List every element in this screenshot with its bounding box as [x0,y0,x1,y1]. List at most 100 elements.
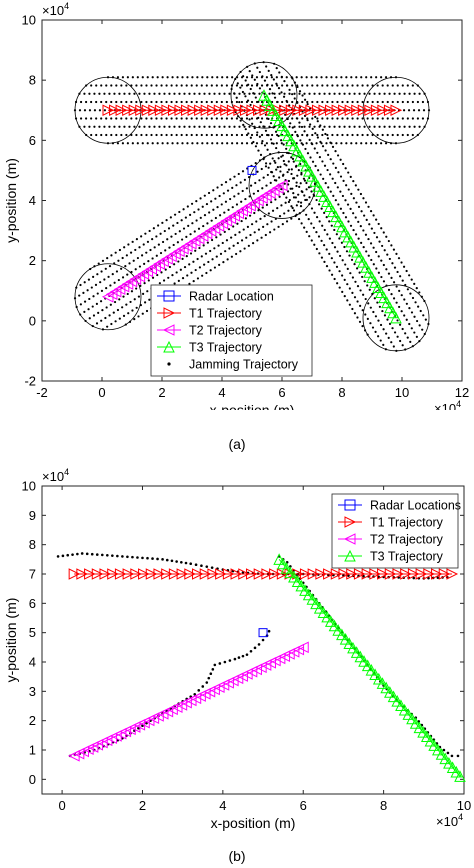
a-jamming-point [227,208,230,211]
a-jamming-point [267,134,270,137]
a-jamming-point [193,230,196,233]
a-jamming-point [353,296,357,299]
a-jamming-point [355,76,358,79]
b-x-axis-label: x-position (m) [211,815,296,831]
a-jamming-point [191,142,194,145]
a-jamming-point [397,257,401,260]
a-jamming-point [311,117,314,120]
a-jamming-point [401,100,404,104]
a-jamming-point [113,92,116,95]
a-jamming-point [173,213,177,216]
a-jamming-point [401,279,404,282]
a-jamming-point [351,100,354,104]
a-jamming-point [281,100,284,104]
a-jamming-point [386,100,389,104]
a-jamming-point [275,146,278,150]
a-jamming-point [379,339,382,342]
a-jamming-point [83,125,86,128]
a-jamming-point [325,265,329,268]
a-jamming-point [254,145,258,148]
a-jamming-point [383,92,386,95]
a-jamming-point [285,164,288,167]
a-series-marker [220,104,232,117]
a-jamming-point [182,208,185,211]
a-jamming-point [134,248,137,252]
a-jamming-point [328,237,331,240]
b-series-marker [336,628,348,641]
a-jamming-point [84,319,87,323]
b-series-marker [402,708,415,720]
a-jamming-point [112,311,115,314]
a-jamming-point [323,211,326,214]
a-jamming-point [270,220,273,223]
a-jamming-point [371,292,374,296]
a-jamming-point [239,119,242,122]
a-jamming-point [416,133,419,137]
a-jamming-point [192,280,195,283]
a-jamming-point [353,263,356,266]
a-jamming-point [377,335,380,338]
a-jamming-point [315,142,318,145]
a-jamming-point [273,92,276,95]
a-jamming-point [422,109,426,112]
a-jamming-point [298,121,301,124]
a-jamming-point [410,311,414,314]
a-jamming-point [215,133,218,137]
b-jamming-point [223,660,227,664]
a-jamming-point [75,286,78,289]
a-jamming-point [206,76,209,79]
a-jamming-point [375,142,378,145]
a-jamming-point [415,319,419,323]
a-jamming-point [190,202,194,205]
a-jamming-point [163,92,166,95]
b-jamming-point [151,557,154,560]
a-jamming-point [209,249,212,253]
a-jamming-point [126,76,129,79]
a-jamming-point [292,160,295,163]
b-series-marker [222,568,235,580]
a-jamming-point [361,275,364,279]
a-x-tick-label: 2 [158,385,165,400]
a-jamming-point [353,92,356,95]
a-jamming-point [106,76,110,79]
a-jamming-point [365,218,368,222]
a-jamming-point [336,250,339,253]
b-jamming-point [267,629,271,633]
b-jamming-point [193,692,197,696]
a-jamming-point [165,219,168,222]
a-jamming-point [216,206,219,209]
b-jamming-point [170,559,174,563]
a-jamming-point [365,76,368,79]
a-jamming-point [260,84,264,87]
b-series-marker [446,761,459,774]
a-jamming-point [100,84,103,87]
a-jamming-point [253,126,256,130]
a-jamming-point [305,76,308,79]
a-jamming-point [232,244,235,247]
a-jamming-point [90,117,93,120]
a-jamming-point [253,231,256,234]
a-jamming-point [127,243,130,246]
b-series-marker [398,703,411,716]
a-jamming-point [114,251,117,254]
a-jamming-point [196,142,199,145]
a-jamming-point [315,215,319,219]
a-jamming-point [275,67,278,70]
a-jamming-point [141,142,144,145]
a-jamming-point [116,142,120,145]
a-jamming-point [406,84,409,87]
a-jamming-point [416,117,419,120]
a-jamming-point [95,302,98,305]
a-jamming-point [311,127,314,130]
a-jamming-point [231,142,234,145]
a-jamming-point [287,209,290,212]
a-jamming-point [303,226,306,229]
a-jamming-point [256,82,259,86]
a-jamming-point [318,203,321,206]
a-jamming-point [251,74,254,77]
a-jamming-point [215,255,218,258]
a-series-marker [311,104,324,117]
a-jamming-point [319,140,322,143]
a-jamming-point [150,84,153,87]
